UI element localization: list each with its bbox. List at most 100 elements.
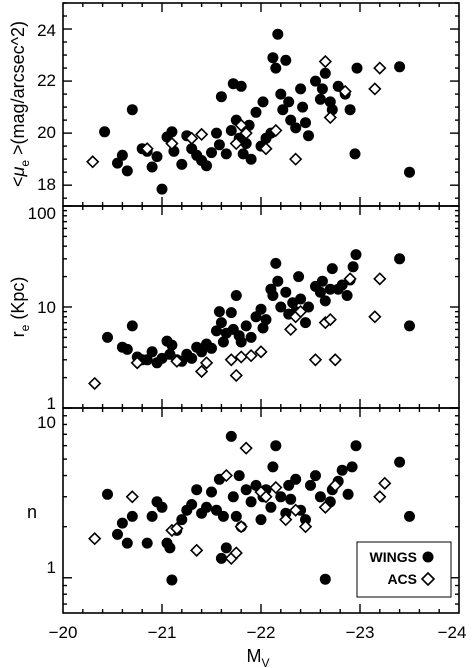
y-axis-label-effective-radius: re (Kpc) xyxy=(8,277,32,338)
acs-point xyxy=(373,490,387,504)
wings-point xyxy=(206,486,217,498)
wings-point xyxy=(300,117,311,129)
acs-point xyxy=(378,476,392,490)
wings-point xyxy=(283,96,295,108)
acs-point xyxy=(289,152,303,166)
wings-point xyxy=(213,306,225,318)
wings-point xyxy=(191,484,203,496)
wings-point xyxy=(102,331,113,343)
y-tick-label-10: 10 xyxy=(37,413,56,432)
wings-point xyxy=(341,290,353,301)
acs-point xyxy=(284,322,298,337)
x-tick-label-minus23: −23 xyxy=(346,623,375,642)
wings-point xyxy=(316,275,328,287)
wings-point xyxy=(126,320,138,332)
wings-point xyxy=(112,528,123,540)
y-axis-label-sersic-index: n xyxy=(27,502,37,522)
acs-point xyxy=(328,478,342,493)
wings-point xyxy=(272,275,284,287)
wings-point xyxy=(245,496,257,508)
wings-point xyxy=(342,488,354,500)
wings-point xyxy=(267,52,279,64)
wings-point xyxy=(201,160,212,172)
wings-point xyxy=(240,138,252,149)
x-axis-label: MV xyxy=(246,646,269,668)
wings-point xyxy=(351,62,363,74)
wings-point xyxy=(186,499,198,510)
acs-point xyxy=(308,353,323,367)
wings-point xyxy=(121,537,133,549)
wings-point xyxy=(206,342,217,354)
wings-point xyxy=(141,537,153,549)
panel-sersic-index-points xyxy=(88,430,415,586)
legend-marker-acs xyxy=(420,571,436,587)
acs-point xyxy=(318,500,332,514)
wings-point xyxy=(225,307,237,319)
wings-point xyxy=(215,91,227,103)
acs-point xyxy=(244,348,258,363)
acs-point xyxy=(293,304,308,319)
wings-point xyxy=(404,320,415,332)
y-tick-label-20: 20 xyxy=(37,123,56,142)
wings-point xyxy=(211,127,222,139)
wings-point xyxy=(235,336,247,348)
wings-point xyxy=(314,93,326,105)
wings-point xyxy=(176,514,188,526)
wings-point xyxy=(404,510,415,522)
wings-point xyxy=(121,165,133,177)
acs-point xyxy=(88,532,102,546)
wings-point xyxy=(164,542,176,554)
wings-point xyxy=(404,166,415,178)
wings-point xyxy=(220,542,232,554)
panel-surface-brightness-ticks xyxy=(63,2,459,206)
wings-point xyxy=(116,517,128,529)
wings-point xyxy=(215,317,227,329)
wings-point xyxy=(275,301,287,313)
acs-point xyxy=(298,520,313,534)
y-tick-label-1: 1 xyxy=(47,558,56,577)
acs-point xyxy=(234,520,248,534)
wings-point xyxy=(303,130,314,142)
wings-point xyxy=(297,101,309,113)
wings-point xyxy=(146,161,158,173)
wings-point xyxy=(257,96,269,108)
panel-sersic-index-ticks xyxy=(63,407,459,613)
wings-point xyxy=(201,501,212,513)
acs-point xyxy=(185,131,199,145)
wings-point xyxy=(290,473,302,485)
wings-point xyxy=(350,440,362,452)
wings-point xyxy=(305,479,316,491)
wings-point xyxy=(319,67,331,79)
wings-point xyxy=(280,286,292,298)
wings-point xyxy=(151,151,163,163)
wings-point xyxy=(346,461,358,473)
wings-point xyxy=(350,249,362,261)
legend-marker-wings xyxy=(422,551,434,563)
acs-point xyxy=(343,272,357,286)
wings-point xyxy=(230,510,242,522)
legend-label-acs: ACS xyxy=(387,571,417,587)
wings-point xyxy=(293,271,305,283)
acs-point xyxy=(170,521,184,536)
y-tick-label-24: 24 xyxy=(37,21,56,40)
acs-point xyxy=(373,61,387,75)
wings-point xyxy=(126,510,138,522)
wings-point xyxy=(300,514,311,526)
panel-effective-radius: re (Kpc) 1 10 100 xyxy=(8,204,460,413)
wings-point xyxy=(285,114,297,126)
wings-point xyxy=(146,346,158,358)
acs-point xyxy=(229,136,243,151)
acs-point xyxy=(165,136,179,151)
wings-point xyxy=(394,456,406,468)
wings-point xyxy=(126,104,138,116)
wings-point xyxy=(326,263,338,275)
y-tick-label-10: 10 xyxy=(37,298,56,317)
wings-point xyxy=(285,493,297,505)
wings-point xyxy=(336,279,348,291)
acs-point xyxy=(279,512,293,527)
wings-point xyxy=(319,295,331,307)
wings-point xyxy=(295,83,307,95)
acs-point xyxy=(373,272,387,286)
acs-point xyxy=(338,84,352,99)
